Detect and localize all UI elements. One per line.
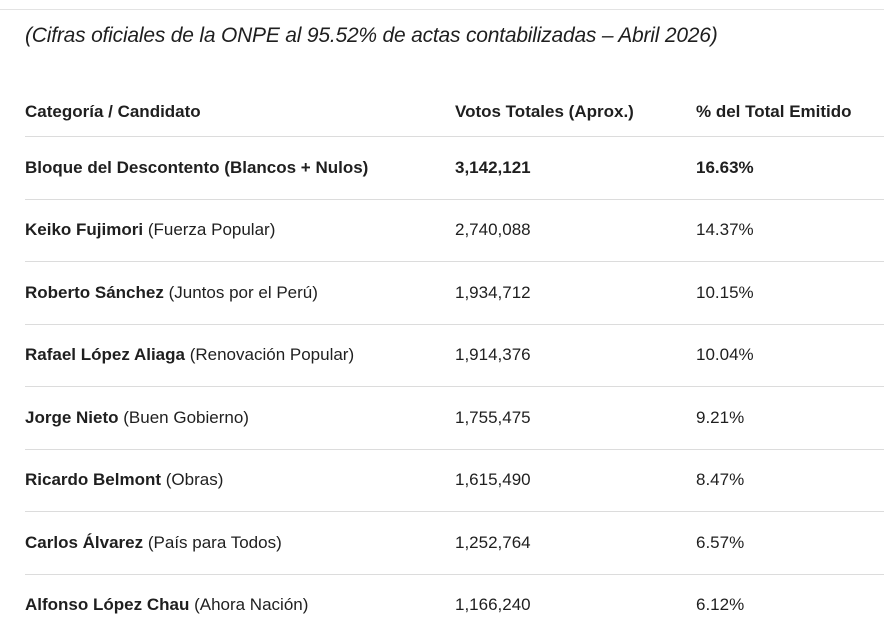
candidate-name: Alfonso López Chau (25, 595, 190, 615)
table-row: Ricardo Belmont (Obras) 1,615,490 8.47% (25, 449, 884, 512)
percent-cell: 9.21% (696, 386, 884, 450)
table-row: Carlos Álvarez (País para Todos) 1,252,76… (25, 511, 884, 575)
votes-cell: 3,142,121 (455, 136, 696, 200)
votes-cell: 2,740,088 (455, 199, 696, 262)
candidate-cell: Bloque del Descontento (Blancos + Nulos) (25, 136, 455, 200)
candidate-cell: Roberto Sánchez (Juntos por el Perú) (25, 261, 455, 325)
table-row: Keiko Fujimori (Fuerza Popular) 2,740,088… (25, 199, 884, 262)
percent-cell: 8.47% (696, 449, 884, 512)
party-name: (Juntos por el Perú) (168, 282, 318, 302)
candidate-name: Ricardo Belmont (25, 470, 162, 490)
candidate-cell: Ricardo Belmont (Obras) (25, 449, 455, 512)
candidate-name: Carlos Álvarez (25, 532, 144, 552)
header-row: Categoría / Candidato Votos Totales (Apr… (25, 88, 884, 137)
header-votes: Votos Totales (Aprox.) (455, 88, 696, 137)
table-row: Roberto Sánchez (Juntos por el Perú) 1,93… (25, 261, 884, 325)
candidate-name: Jorge Nieto (25, 407, 119, 427)
party-name: (País para Todos) (147, 532, 282, 552)
votes-cell: 1,615,490 (455, 449, 696, 512)
header-candidate: Categoría / Candidato (25, 88, 455, 137)
percent-cell: 14.37% (696, 199, 884, 262)
candidate-cell: Rafael López Aliaga (Renovación Popular) (25, 324, 455, 387)
header-percent: % del Total Emitido (696, 88, 884, 137)
party-name: (Fuerza Popular) (147, 220, 276, 240)
votes-cell: 1,914,376 (455, 324, 696, 387)
percent-cell: 10.04% (696, 324, 884, 387)
votes-cell: 1,934,712 (455, 261, 696, 325)
party-name: (Obras) (165, 470, 224, 490)
candidate-name: Rafael López Aliaga (25, 345, 185, 365)
table-row: Bloque del Descontento (Blancos + Nulos)… (25, 136, 884, 200)
percent-cell: 6.57% (696, 511, 884, 575)
votes-cell: 1,755,475 (455, 386, 696, 450)
party-name: (Ahora Nación) (194, 595, 309, 615)
candidate-name: Keiko Fujimori (25, 220, 144, 240)
results-table: Categoría / Candidato Votos Totales (Apr… (25, 88, 884, 636)
votes-cell: 1,166,240 (455, 595, 531, 615)
top-divider (0, 9, 884, 10)
percent-cell: 16.63% (696, 136, 884, 200)
percent-cell: 10.15% (696, 261, 884, 325)
candidate-cell: Alfonso López Chau (Ahora Nación) (25, 574, 455, 636)
candidate-cell: Keiko Fujimori (Fuerza Popular) (25, 199, 455, 262)
candidate-cell: Carlos Álvarez (País para Todos) (25, 511, 455, 575)
candidate-name: Bloque del Descontento (Blancos + Nulos) (25, 157, 369, 177)
table-row: Rafael López Aliaga (Renovación Popular)… (25, 324, 884, 387)
percent-cell: 6.12% (696, 595, 745, 615)
subtitle: (Cifras oficiales de la ONPE al 95.52% d… (25, 24, 718, 47)
party-name: (Buen Gobierno) (123, 407, 249, 427)
candidate-cell: Jorge Nieto (Buen Gobierno) (25, 386, 455, 450)
candidate-name: Roberto Sánchez (25, 282, 164, 302)
party-name: (Renovación Popular) (189, 345, 355, 365)
votes-cell: 1,252,764 (455, 511, 696, 575)
table-row: Jorge Nieto (Buen Gobierno) 1,755,475 9.21… (25, 386, 884, 450)
table-row: Alfonso López Chau (Ahora Nación) 1,166,2… (25, 574, 884, 636)
